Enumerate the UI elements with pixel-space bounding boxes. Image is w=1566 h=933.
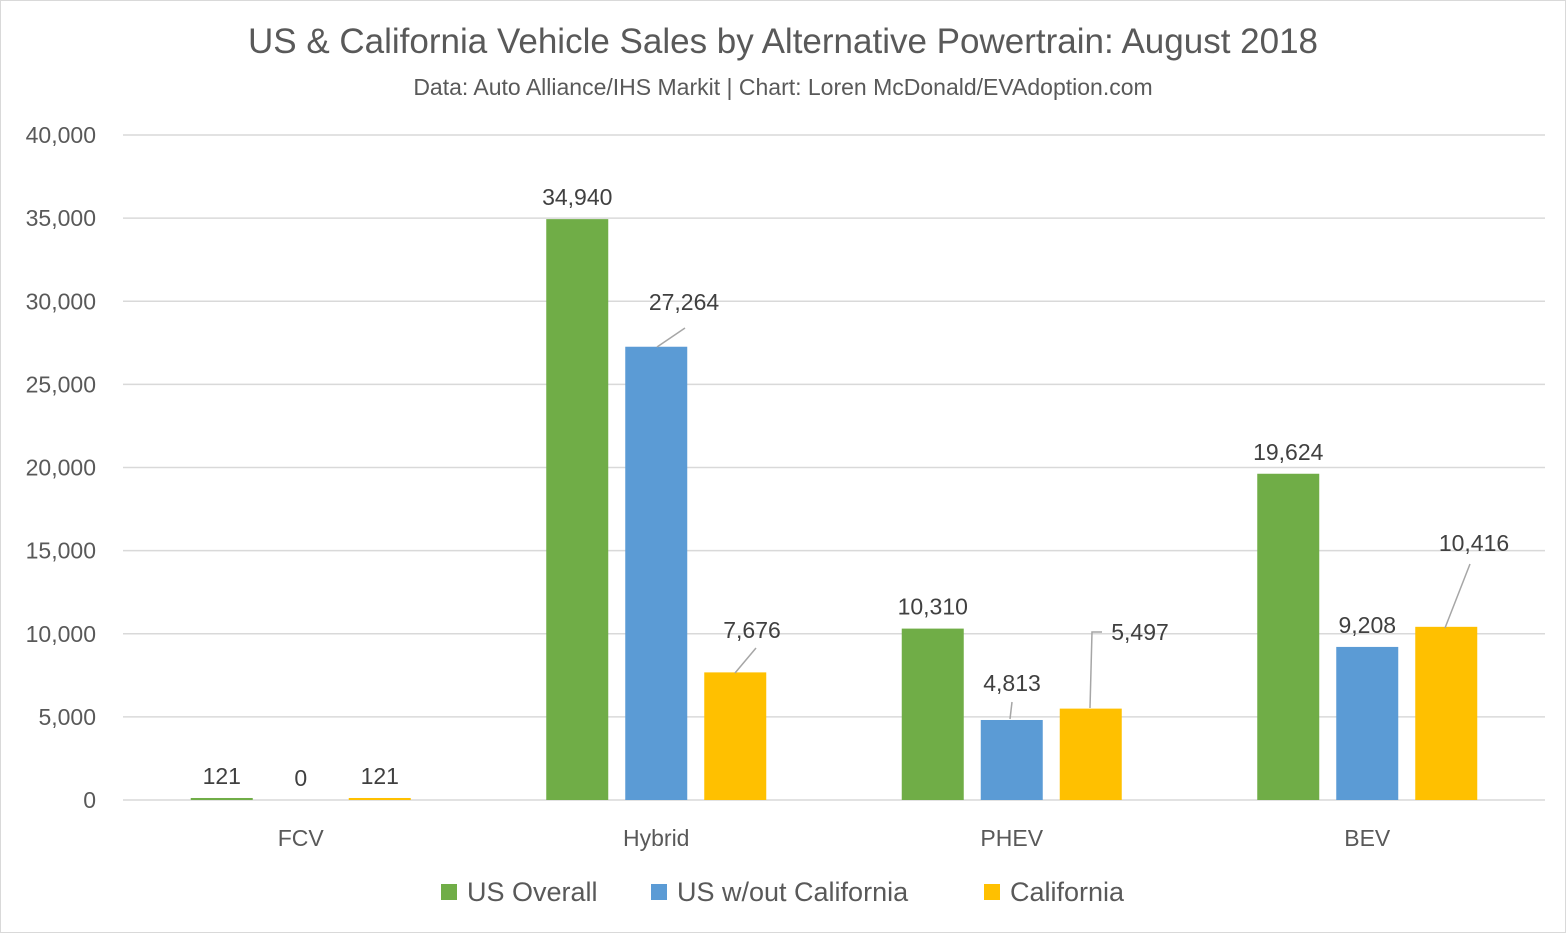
y-tick-label: 35,000 [26,205,96,231]
data-label: 121 [203,763,241,789]
chart-subtitle: Data: Auto Alliance/IHS Markit | Chart: … [413,74,1153,100]
chart-title: US & California Vehicle Sales by Alterna… [247,22,1319,61]
x-tick-label: BEV [1344,825,1391,851]
bar-hybrid-2 [704,672,767,800]
bar-bev-2 [1415,626,1478,800]
bar-fcv-0 [190,797,253,800]
data-label: 19,624 [1253,439,1324,465]
bar-phev-2 [1059,708,1122,800]
y-tick-label: 20,000 [26,455,96,481]
leader-line [1089,631,1102,709]
legend-swatch [984,884,1000,900]
y-tick-label: 25,000 [26,371,96,397]
data-label: 10,310 [898,594,968,620]
bar-hybrid-1 [625,346,688,800]
y-tick-label: 30,000 [26,288,96,314]
leader-line [1444,563,1471,629]
legend-label: California [1010,877,1125,907]
y-tick-label: 5,000 [38,704,96,730]
data-label: 5,497 [1111,619,1169,645]
legend-label: US Overall [467,877,598,907]
data-label: 27,264 [649,289,720,315]
x-tick-label: PHEV [980,825,1043,851]
x-tick-label: FCV [278,825,325,851]
leader-line [734,647,757,674]
data-label: 7,676 [723,617,781,643]
legend-swatch [441,884,457,900]
y-tick-label: 40,000 [26,122,96,148]
data-label: 34,940 [542,184,612,210]
bar-bev-0 [1257,473,1320,800]
leader-line [656,327,686,348]
data-label: 4,813 [983,670,1041,696]
bar-phev-1 [980,719,1043,800]
y-tick-label: 0 [83,787,96,813]
y-tick-label: 15,000 [26,538,96,564]
data-label: 10,416 [1439,530,1509,556]
leader-line [1009,701,1013,720]
data-label: 121 [361,763,399,789]
bar-phev-0 [901,628,964,800]
bar-hybrid-0 [546,219,609,800]
data-label: 9,208 [1338,612,1396,638]
legend-label: US w/out California [677,877,909,907]
legend-swatch [651,884,667,900]
x-tick-label: Hybrid [623,825,689,851]
bar-fcv-2 [348,797,411,800]
bar-bev-1 [1336,646,1399,800]
y-tick-label: 10,000 [26,621,96,647]
data-label: 0 [294,765,307,791]
